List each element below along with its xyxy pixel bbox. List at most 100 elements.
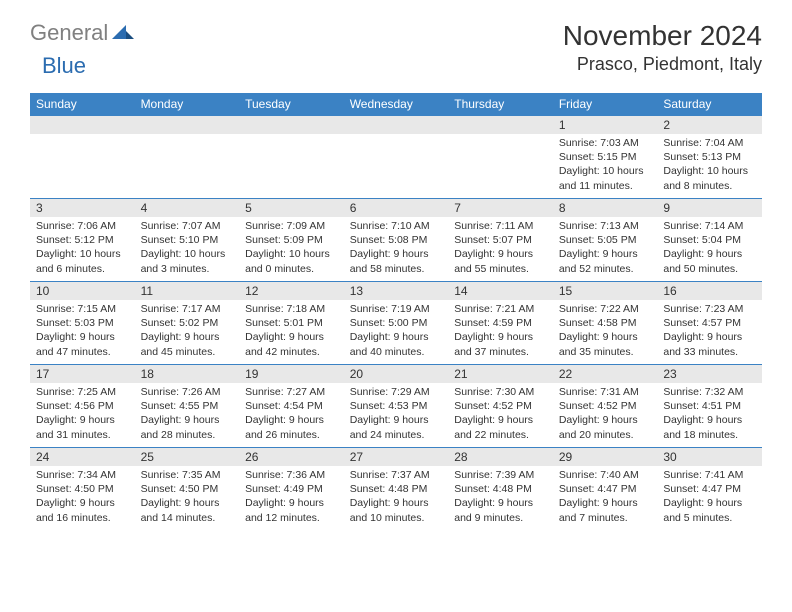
sunset-text: Sunset: 5:08 PM [350, 233, 443, 247]
day-info: Sunrise: 7:30 AMSunset: 4:52 PMDaylight:… [448, 383, 553, 444]
day-cell: 15Sunrise: 7:22 AMSunset: 4:58 PMDayligh… [553, 282, 658, 365]
day-header-row: Sunday Monday Tuesday Wednesday Thursday… [30, 93, 762, 116]
day-cell: 30Sunrise: 7:41 AMSunset: 4:47 PMDayligh… [657, 448, 762, 531]
logo-text-general: General [30, 20, 108, 46]
day-info: Sunrise: 7:35 AMSunset: 4:50 PMDaylight:… [135, 466, 240, 527]
day-number [30, 116, 135, 134]
day-cell: 26Sunrise: 7:36 AMSunset: 4:49 PMDayligh… [239, 448, 344, 531]
sunset-text: Sunset: 5:15 PM [559, 150, 652, 164]
day-number: 5 [239, 199, 344, 217]
week-row: 3Sunrise: 7:06 AMSunset: 5:12 PMDaylight… [30, 199, 762, 282]
daylight-text: Daylight: 9 hours and 9 minutes. [454, 496, 547, 524]
day-header-sun: Sunday [30, 93, 135, 116]
sunset-text: Sunset: 4:50 PM [36, 482, 129, 496]
day-number [239, 116, 344, 134]
daylight-text: Daylight: 10 hours and 11 minutes. [559, 164, 652, 192]
sunrise-text: Sunrise: 7:18 AM [245, 302, 338, 316]
day-info: Sunrise: 7:14 AMSunset: 5:04 PMDaylight:… [657, 217, 762, 278]
sunrise-text: Sunrise: 7:13 AM [559, 219, 652, 233]
daylight-text: Daylight: 9 hours and 12 minutes. [245, 496, 338, 524]
logo-triangle-icon [112, 23, 134, 44]
day-cell: 18Sunrise: 7:26 AMSunset: 4:55 PMDayligh… [135, 365, 240, 448]
day-cell: 17Sunrise: 7:25 AMSunset: 4:56 PMDayligh… [30, 365, 135, 448]
day-info: Sunrise: 7:31 AMSunset: 4:52 PMDaylight:… [553, 383, 658, 444]
day-cell: 10Sunrise: 7:15 AMSunset: 5:03 PMDayligh… [30, 282, 135, 365]
sunset-text: Sunset: 4:50 PM [141, 482, 234, 496]
day-info: Sunrise: 7:34 AMSunset: 4:50 PMDaylight:… [30, 466, 135, 527]
day-info: Sunrise: 7:21 AMSunset: 4:59 PMDaylight:… [448, 300, 553, 361]
day-cell: 25Sunrise: 7:35 AMSunset: 4:50 PMDayligh… [135, 448, 240, 531]
daylight-text: Daylight: 9 hours and 47 minutes. [36, 330, 129, 358]
day-number: 19 [239, 365, 344, 383]
day-cell: 21Sunrise: 7:30 AMSunset: 4:52 PMDayligh… [448, 365, 553, 448]
day-number: 1 [553, 116, 658, 134]
day-cell: 19Sunrise: 7:27 AMSunset: 4:54 PMDayligh… [239, 365, 344, 448]
day-cell: 22Sunrise: 7:31 AMSunset: 4:52 PMDayligh… [553, 365, 658, 448]
sunset-text: Sunset: 5:12 PM [36, 233, 129, 247]
sunset-text: Sunset: 4:57 PM [663, 316, 756, 330]
day-number: 17 [30, 365, 135, 383]
day-info: Sunrise: 7:41 AMSunset: 4:47 PMDaylight:… [657, 466, 762, 527]
sunset-text: Sunset: 4:59 PM [454, 316, 547, 330]
day-cell: 23Sunrise: 7:32 AMSunset: 4:51 PMDayligh… [657, 365, 762, 448]
day-info: Sunrise: 7:22 AMSunset: 4:58 PMDaylight:… [553, 300, 658, 361]
day-info: Sunrise: 7:04 AMSunset: 5:13 PMDaylight:… [657, 134, 762, 195]
location-subtitle: Prasco, Piedmont, Italy [563, 54, 762, 75]
day-number: 24 [30, 448, 135, 466]
day-header-mon: Monday [135, 93, 240, 116]
sunset-text: Sunset: 5:07 PM [454, 233, 547, 247]
day-header-thu: Thursday [448, 93, 553, 116]
sunset-text: Sunset: 5:03 PM [36, 316, 129, 330]
day-number: 16 [657, 282, 762, 300]
day-cell [239, 116, 344, 199]
day-info: Sunrise: 7:11 AMSunset: 5:07 PMDaylight:… [448, 217, 553, 278]
day-number: 12 [239, 282, 344, 300]
day-cell: 29Sunrise: 7:40 AMSunset: 4:47 PMDayligh… [553, 448, 658, 531]
day-info: Sunrise: 7:03 AMSunset: 5:15 PMDaylight:… [553, 134, 658, 195]
day-cell: 28Sunrise: 7:39 AMSunset: 4:48 PMDayligh… [448, 448, 553, 531]
sunrise-text: Sunrise: 7:39 AM [454, 468, 547, 482]
daylight-text: Daylight: 9 hours and 5 minutes. [663, 496, 756, 524]
day-info: Sunrise: 7:32 AMSunset: 4:51 PMDaylight:… [657, 383, 762, 444]
sunrise-text: Sunrise: 7:26 AM [141, 385, 234, 399]
day-cell: 13Sunrise: 7:19 AMSunset: 5:00 PMDayligh… [344, 282, 449, 365]
sunrise-text: Sunrise: 7:41 AM [663, 468, 756, 482]
daylight-text: Daylight: 9 hours and 55 minutes. [454, 247, 547, 275]
day-number: 25 [135, 448, 240, 466]
logo: General [30, 20, 136, 46]
sunrise-text: Sunrise: 7:03 AM [559, 136, 652, 150]
sunrise-text: Sunrise: 7:40 AM [559, 468, 652, 482]
week-row: 17Sunrise: 7:25 AMSunset: 4:56 PMDayligh… [30, 365, 762, 448]
sunset-text: Sunset: 5:04 PM [663, 233, 756, 247]
day-cell: 27Sunrise: 7:37 AMSunset: 4:48 PMDayligh… [344, 448, 449, 531]
day-info: Sunrise: 7:39 AMSunset: 4:48 PMDaylight:… [448, 466, 553, 527]
week-row: 10Sunrise: 7:15 AMSunset: 5:03 PMDayligh… [30, 282, 762, 365]
daylight-text: Daylight: 9 hours and 24 minutes. [350, 413, 443, 441]
sunrise-text: Sunrise: 7:37 AM [350, 468, 443, 482]
day-cell: 24Sunrise: 7:34 AMSunset: 4:50 PMDayligh… [30, 448, 135, 531]
day-number: 7 [448, 199, 553, 217]
day-info: Sunrise: 7:23 AMSunset: 4:57 PMDaylight:… [657, 300, 762, 361]
day-cell: 7Sunrise: 7:11 AMSunset: 5:07 PMDaylight… [448, 199, 553, 282]
day-number: 23 [657, 365, 762, 383]
day-number: 22 [553, 365, 658, 383]
day-info: Sunrise: 7:29 AMSunset: 4:53 PMDaylight:… [344, 383, 449, 444]
sunrise-text: Sunrise: 7:17 AM [141, 302, 234, 316]
daylight-text: Daylight: 9 hours and 26 minutes. [245, 413, 338, 441]
sunrise-text: Sunrise: 7:22 AM [559, 302, 652, 316]
day-number: 28 [448, 448, 553, 466]
week-row: 1Sunrise: 7:03 AMSunset: 5:15 PMDaylight… [30, 116, 762, 199]
sunset-text: Sunset: 4:56 PM [36, 399, 129, 413]
sunset-text: Sunset: 5:01 PM [245, 316, 338, 330]
day-cell: 3Sunrise: 7:06 AMSunset: 5:12 PMDaylight… [30, 199, 135, 282]
sunset-text: Sunset: 4:52 PM [559, 399, 652, 413]
day-number: 26 [239, 448, 344, 466]
day-cell: 11Sunrise: 7:17 AMSunset: 5:02 PMDayligh… [135, 282, 240, 365]
day-cell: 2Sunrise: 7:04 AMSunset: 5:13 PMDaylight… [657, 116, 762, 199]
day-cell [30, 116, 135, 199]
day-number: 27 [344, 448, 449, 466]
sunset-text: Sunset: 5:02 PM [141, 316, 234, 330]
day-number: 2 [657, 116, 762, 134]
day-info: Sunrise: 7:25 AMSunset: 4:56 PMDaylight:… [30, 383, 135, 444]
daylight-text: Daylight: 10 hours and 6 minutes. [36, 247, 129, 275]
